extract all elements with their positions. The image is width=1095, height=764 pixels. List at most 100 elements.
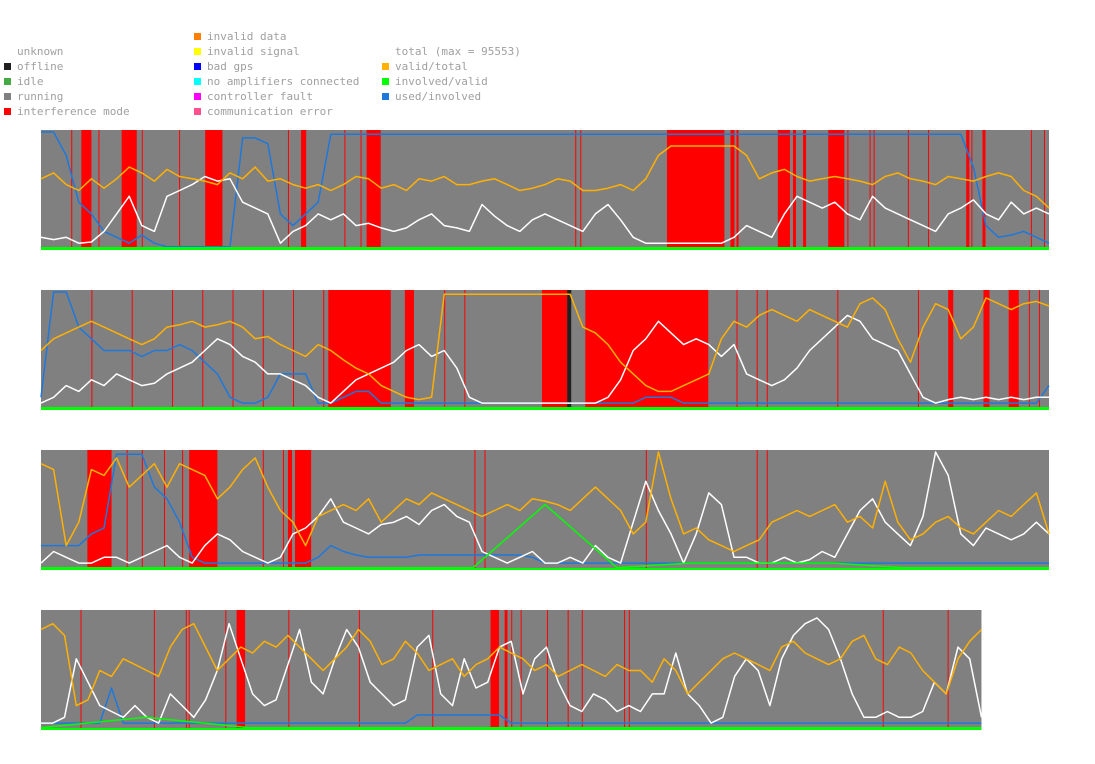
interference-line <box>182 450 184 570</box>
legend-swatch <box>194 63 201 70</box>
interference-block <box>666 130 725 250</box>
interference-line <box>287 130 289 250</box>
interference-block <box>736 130 739 250</box>
interference-block <box>1008 290 1019 410</box>
interference-block <box>366 130 381 250</box>
interference-block <box>490 610 500 730</box>
legend-item-offline: offline <box>4 59 130 74</box>
offline-block <box>567 290 572 410</box>
total-series <box>40 451 1050 564</box>
interference-line <box>546 610 548 730</box>
involved-valid-series <box>41 503 1049 569</box>
interference-block <box>585 290 709 410</box>
legend-swatch <box>194 78 201 85</box>
legend-item-interference-mode: interference mode <box>4 104 130 119</box>
interference-block <box>966 130 970 250</box>
legend-swatch <box>382 78 389 85</box>
interference-line <box>575 130 577 250</box>
interference-line <box>581 610 583 730</box>
interference-line <box>232 290 234 410</box>
baseline <box>41 728 982 730</box>
involved-valid-series <box>40 716 982 729</box>
interference-line <box>837 290 839 410</box>
interference-line <box>756 450 758 570</box>
interference-block <box>504 610 508 730</box>
interference-line <box>988 290 990 410</box>
interference-line <box>131 290 133 410</box>
legend-swatch <box>4 108 11 115</box>
interference-line <box>141 450 143 570</box>
baseline <box>41 248 1049 250</box>
interference-line <box>971 130 973 250</box>
interference-line <box>282 450 284 570</box>
interference-line <box>756 290 758 410</box>
legend-swatch <box>194 108 201 115</box>
interference-line <box>153 610 155 730</box>
legend-item-bad-gps: bad gps <box>194 59 359 74</box>
interference-line <box>432 610 434 730</box>
legend-item-total: total (max = 95553) <box>382 44 521 59</box>
interference-line <box>141 130 143 250</box>
interference-line <box>163 450 165 570</box>
interference-line <box>928 130 930 250</box>
legend-swatch <box>382 63 389 70</box>
interference-block <box>81 130 92 250</box>
interference-line <box>185 610 187 730</box>
interference-line <box>645 450 647 570</box>
interference-block <box>983 290 989 410</box>
legend-item-unknown: unknown <box>4 44 130 59</box>
interference-line <box>464 290 466 410</box>
total-series <box>40 314 1049 404</box>
interference-block <box>541 290 568 410</box>
interference-line <box>676 290 678 410</box>
interference-block <box>328 290 391 410</box>
interference-line <box>80 610 82 730</box>
interference-line <box>218 130 220 250</box>
baseline <box>41 568 1049 570</box>
interference-line <box>262 450 264 570</box>
interference-line <box>873 130 875 250</box>
running-background <box>41 130 1049 250</box>
interference-line <box>360 130 362 250</box>
interference-block <box>948 290 954 410</box>
interference-line <box>371 130 373 250</box>
interference-line <box>580 130 582 250</box>
interference-line <box>474 450 476 570</box>
interference-line <box>882 610 884 730</box>
interference-block <box>287 450 292 570</box>
legend-swatch <box>382 93 389 100</box>
legend-item-controller-fault: controller fault <box>194 89 359 104</box>
total-series <box>40 175 1050 244</box>
interference-block <box>828 130 845 250</box>
interference-line <box>172 290 174 410</box>
interference-line <box>211 130 213 250</box>
interference-line <box>71 130 73 250</box>
interference-line <box>323 290 325 410</box>
interference-line <box>766 290 768 410</box>
legend-item-invalid-signal: invalid signal <box>194 44 359 59</box>
legend-swatch <box>194 93 201 100</box>
interference-line <box>1043 130 1045 250</box>
total-series <box>41 617 983 724</box>
legend-item-idle: idle <box>4 74 130 89</box>
interference-block <box>236 610 246 730</box>
interference-line <box>520 610 522 730</box>
interference-block <box>404 290 414 410</box>
interference-line <box>126 450 128 570</box>
interference-line <box>917 290 919 410</box>
interference-line <box>305 130 307 250</box>
legend-states: unknown offline idle running interferenc… <box>4 44 130 119</box>
interference-line <box>624 610 626 730</box>
legend-ratios: total (max = 95553) valid/total involved… <box>382 44 521 104</box>
legend-swatch <box>4 78 11 85</box>
interference-block <box>982 130 986 250</box>
interference-line <box>188 610 190 730</box>
used-involved-series <box>41 131 1050 248</box>
interference-line <box>966 130 968 250</box>
interference-line <box>847 130 849 250</box>
interference-line <box>225 610 227 730</box>
interference-line <box>202 290 204 410</box>
interference-line <box>947 610 949 730</box>
legend-swatch <box>194 33 201 40</box>
